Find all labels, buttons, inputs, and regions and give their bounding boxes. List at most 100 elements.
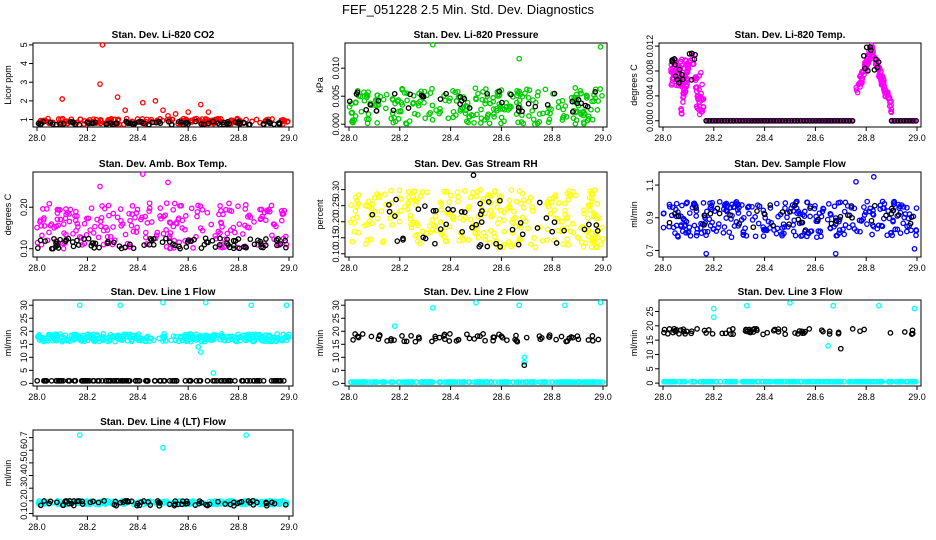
- data-point: [170, 333, 177, 339]
- data-point: [536, 111, 543, 117]
- data-point: [60, 502, 66, 509]
- data-point: [734, 207, 741, 213]
- data-point: [542, 86, 549, 93]
- data-point: [740, 228, 747, 235]
- data-point: [710, 305, 717, 312]
- data-point: [478, 106, 484, 113]
- data-point: [146, 338, 153, 344]
- data-point: [216, 211, 222, 218]
- panel-5: Stan. Dev. Gas Stream RH 28.0 28.2 28.4 28.6…: [315, 159, 612, 273]
- data-point: [470, 112, 476, 119]
- data-point: [101, 498, 107, 504]
- data-point: [45, 331, 52, 338]
- data-point: [668, 82, 675, 88]
- data-point: [422, 115, 429, 122]
- data-point: [269, 499, 275, 506]
- data-point: [688, 77, 695, 83]
- data-point: [236, 245, 243, 252]
- data-point: [574, 234, 581, 241]
- data-point: [547, 210, 554, 217]
- y-axis-label: ml/min: [315, 330, 325, 357]
- data-point: [251, 219, 257, 225]
- data-point: [469, 224, 475, 231]
- y-tick-label: 2: [19, 98, 29, 103]
- data-point: [864, 198, 871, 205]
- data-point: [148, 237, 155, 243]
- data-point: [110, 239, 117, 246]
- data-point: [260, 244, 266, 251]
- data-point: [248, 302, 255, 309]
- data-point: [483, 86, 489, 92]
- data-point: [443, 188, 450, 195]
- data-point: [271, 500, 278, 507]
- data-point: [49, 121, 56, 127]
- data-point: [694, 84, 700, 91]
- data-point: [722, 330, 729, 337]
- data-point: [347, 219, 354, 225]
- data-point: [791, 117, 798, 124]
- y-tick-label: 4: [19, 61, 29, 66]
- data-point: [529, 208, 536, 214]
- data-point: [587, 207, 593, 213]
- data-point: [61, 230, 67, 236]
- data-point: [185, 237, 192, 243]
- panel-4: Stan. Dev. Amb. Box Temp. 28.0 28.2 28.4 28.…: [3, 159, 298, 273]
- data-point: [664, 330, 671, 337]
- y-tick-label: 5: [331, 368, 341, 373]
- data-point: [128, 222, 135, 229]
- data-point: [775, 326, 782, 332]
- y-tick-label: 15: [19, 339, 29, 349]
- data-point: [403, 121, 410, 127]
- data-point: [796, 210, 803, 217]
- data-point: [901, 329, 908, 335]
- panel-title: Stan. Dev. Line 3 Flow: [738, 287, 843, 298]
- data-point: [195, 117, 202, 124]
- data-point: [117, 302, 124, 309]
- x-tick-label: 28.4: [442, 263, 460, 273]
- data-point: [167, 245, 174, 251]
- data-point: [560, 106, 567, 113]
- data-point: [497, 243, 504, 250]
- data-point: [666, 219, 673, 226]
- data-point: [830, 302, 837, 309]
- data-point: [391, 323, 398, 329]
- data-point: [135, 377, 141, 384]
- data-point: [209, 336, 216, 343]
- data-points: [347, 299, 606, 385]
- data-point: [460, 216, 467, 223]
- data-point: [63, 498, 69, 504]
- data-point: [911, 245, 918, 252]
- data-point: [696, 72, 703, 79]
- data-point: [486, 192, 493, 199]
- data-point: [398, 196, 405, 202]
- data-point: [559, 117, 566, 123]
- data-point: [525, 100, 532, 107]
- x-tick-label: 28.0: [654, 392, 672, 402]
- data-point: [837, 117, 844, 124]
- data-point: [390, 107, 397, 114]
- data-point: [515, 119, 521, 126]
- data-point: [714, 205, 721, 212]
- data-point: [903, 117, 910, 124]
- data-point: [159, 239, 166, 246]
- data-point: [205, 239, 211, 246]
- data-point: [153, 232, 160, 239]
- data-point: [265, 118, 271, 125]
- data-point: [411, 110, 418, 117]
- data-point: [60, 221, 67, 227]
- data-point: [467, 194, 474, 201]
- data-point: [154, 229, 161, 236]
- data-point: [509, 230, 516, 236]
- data-point: [869, 231, 875, 238]
- data-point: [513, 223, 519, 230]
- data-point: [76, 302, 83, 309]
- data-point: [841, 208, 848, 215]
- y-tick-label: 20: [19, 326, 29, 336]
- data-point: [836, 227, 843, 233]
- data-point: [67, 338, 73, 344]
- data-point: [805, 230, 812, 237]
- data-point: [484, 243, 491, 250]
- data-point: [913, 117, 919, 124]
- data-point: [568, 334, 575, 340]
- data-point: [58, 333, 65, 340]
